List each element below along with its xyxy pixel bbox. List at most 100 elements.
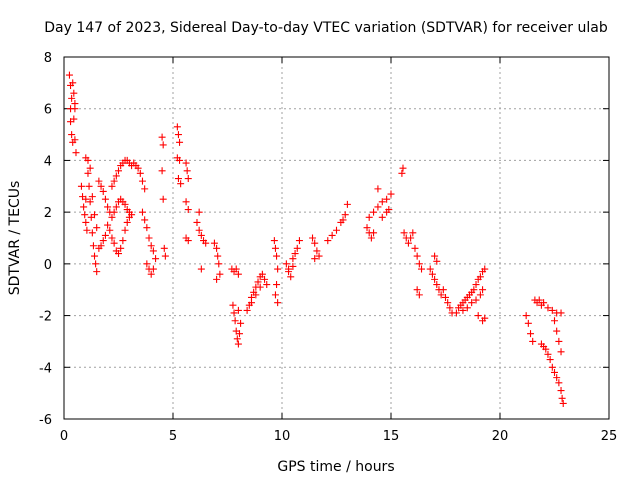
data-point [446, 304, 454, 312]
data-point [540, 299, 548, 307]
data-point [428, 270, 436, 278]
data-point [524, 319, 532, 327]
data-point [289, 255, 297, 263]
data-point [93, 268, 101, 276]
data-point [65, 71, 73, 79]
data-point [108, 213, 116, 221]
data-point [84, 169, 92, 177]
data-point [256, 283, 264, 291]
data-point [147, 270, 155, 278]
data-point [415, 291, 423, 299]
data-point [258, 270, 266, 278]
data-point [89, 242, 97, 250]
data-point [341, 211, 349, 219]
data-point [374, 203, 382, 211]
data-point [176, 156, 184, 164]
x-tick-labels: 0 5 10 15 20 25 [60, 429, 617, 444]
data-point [370, 208, 378, 216]
data-point [235, 330, 243, 338]
data-point [138, 177, 146, 185]
data-point [91, 252, 99, 260]
data-point [83, 226, 91, 234]
data-point [374, 185, 382, 193]
data-point [138, 208, 146, 216]
data-point [333, 226, 340, 234]
data-point [476, 291, 484, 299]
data-point [413, 286, 421, 294]
data-point [529, 337, 537, 345]
axis-ticks [63, 56, 610, 420]
data-point [95, 177, 103, 185]
data-point [184, 237, 192, 245]
data-point [544, 304, 552, 312]
data-point [313, 247, 321, 255]
data-point [553, 374, 561, 382]
data-point [254, 278, 262, 286]
data-point [136, 169, 144, 177]
data-point [274, 265, 282, 273]
data-point [71, 105, 79, 113]
data-point [233, 335, 241, 343]
data-point [70, 89, 78, 97]
data-point [108, 234, 116, 242]
data-point [444, 299, 452, 307]
data-point [274, 299, 282, 307]
data-point [88, 229, 96, 237]
data-point [184, 175, 192, 183]
data-point [84, 156, 92, 164]
x-tick-label: 10 [274, 429, 291, 444]
data-point [400, 229, 408, 237]
data-point [343, 200, 351, 208]
data-point [339, 216, 347, 224]
data-point [548, 306, 556, 314]
data-point [81, 211, 89, 219]
data-point [197, 265, 205, 273]
data-point [134, 164, 142, 172]
data-point [216, 270, 224, 278]
data-point [252, 291, 260, 299]
x-tick-label: 25 [601, 429, 618, 444]
data-point [433, 281, 441, 289]
data-point [152, 255, 160, 263]
data-point [159, 195, 167, 203]
data-point [431, 252, 439, 260]
data-point [439, 286, 447, 294]
data-point [271, 244, 279, 252]
x-axis-label: GPS time / hours [277, 459, 394, 475]
data-point [158, 133, 166, 141]
y-tick-label: -6 [39, 413, 52, 428]
data-point [121, 226, 129, 234]
data-point [86, 164, 94, 172]
data-point [452, 309, 460, 317]
data-point [237, 319, 245, 327]
chart-title: Day 147 of 2023, Sidereal Day-to-day VTE… [44, 20, 608, 36]
data-point [263, 281, 271, 289]
x-tick-label: 15 [383, 429, 400, 444]
y-tick-label: 6 [44, 103, 52, 118]
data-point [383, 195, 391, 203]
data-point [370, 229, 378, 237]
data-point [472, 281, 480, 289]
data-point [174, 175, 182, 183]
data-point [285, 265, 293, 273]
data-point [271, 291, 279, 299]
data-point [387, 190, 395, 198]
y-tick-labels: -6 -4 -2 0 2 4 6 8 [39, 51, 52, 428]
y-tick-label: -2 [39, 310, 52, 325]
data-point [158, 167, 166, 175]
data-point [287, 273, 295, 281]
data-point [229, 301, 237, 309]
data-point [544, 350, 552, 358]
data-point [68, 94, 76, 102]
data-point [481, 265, 489, 273]
data-point [71, 136, 79, 144]
data-point [311, 255, 319, 263]
data-point [141, 216, 149, 224]
data-point [548, 363, 556, 371]
data-point [213, 244, 221, 252]
data-point [472, 296, 480, 304]
data-point [68, 131, 76, 139]
data-point [143, 260, 151, 268]
data-point [182, 159, 190, 167]
